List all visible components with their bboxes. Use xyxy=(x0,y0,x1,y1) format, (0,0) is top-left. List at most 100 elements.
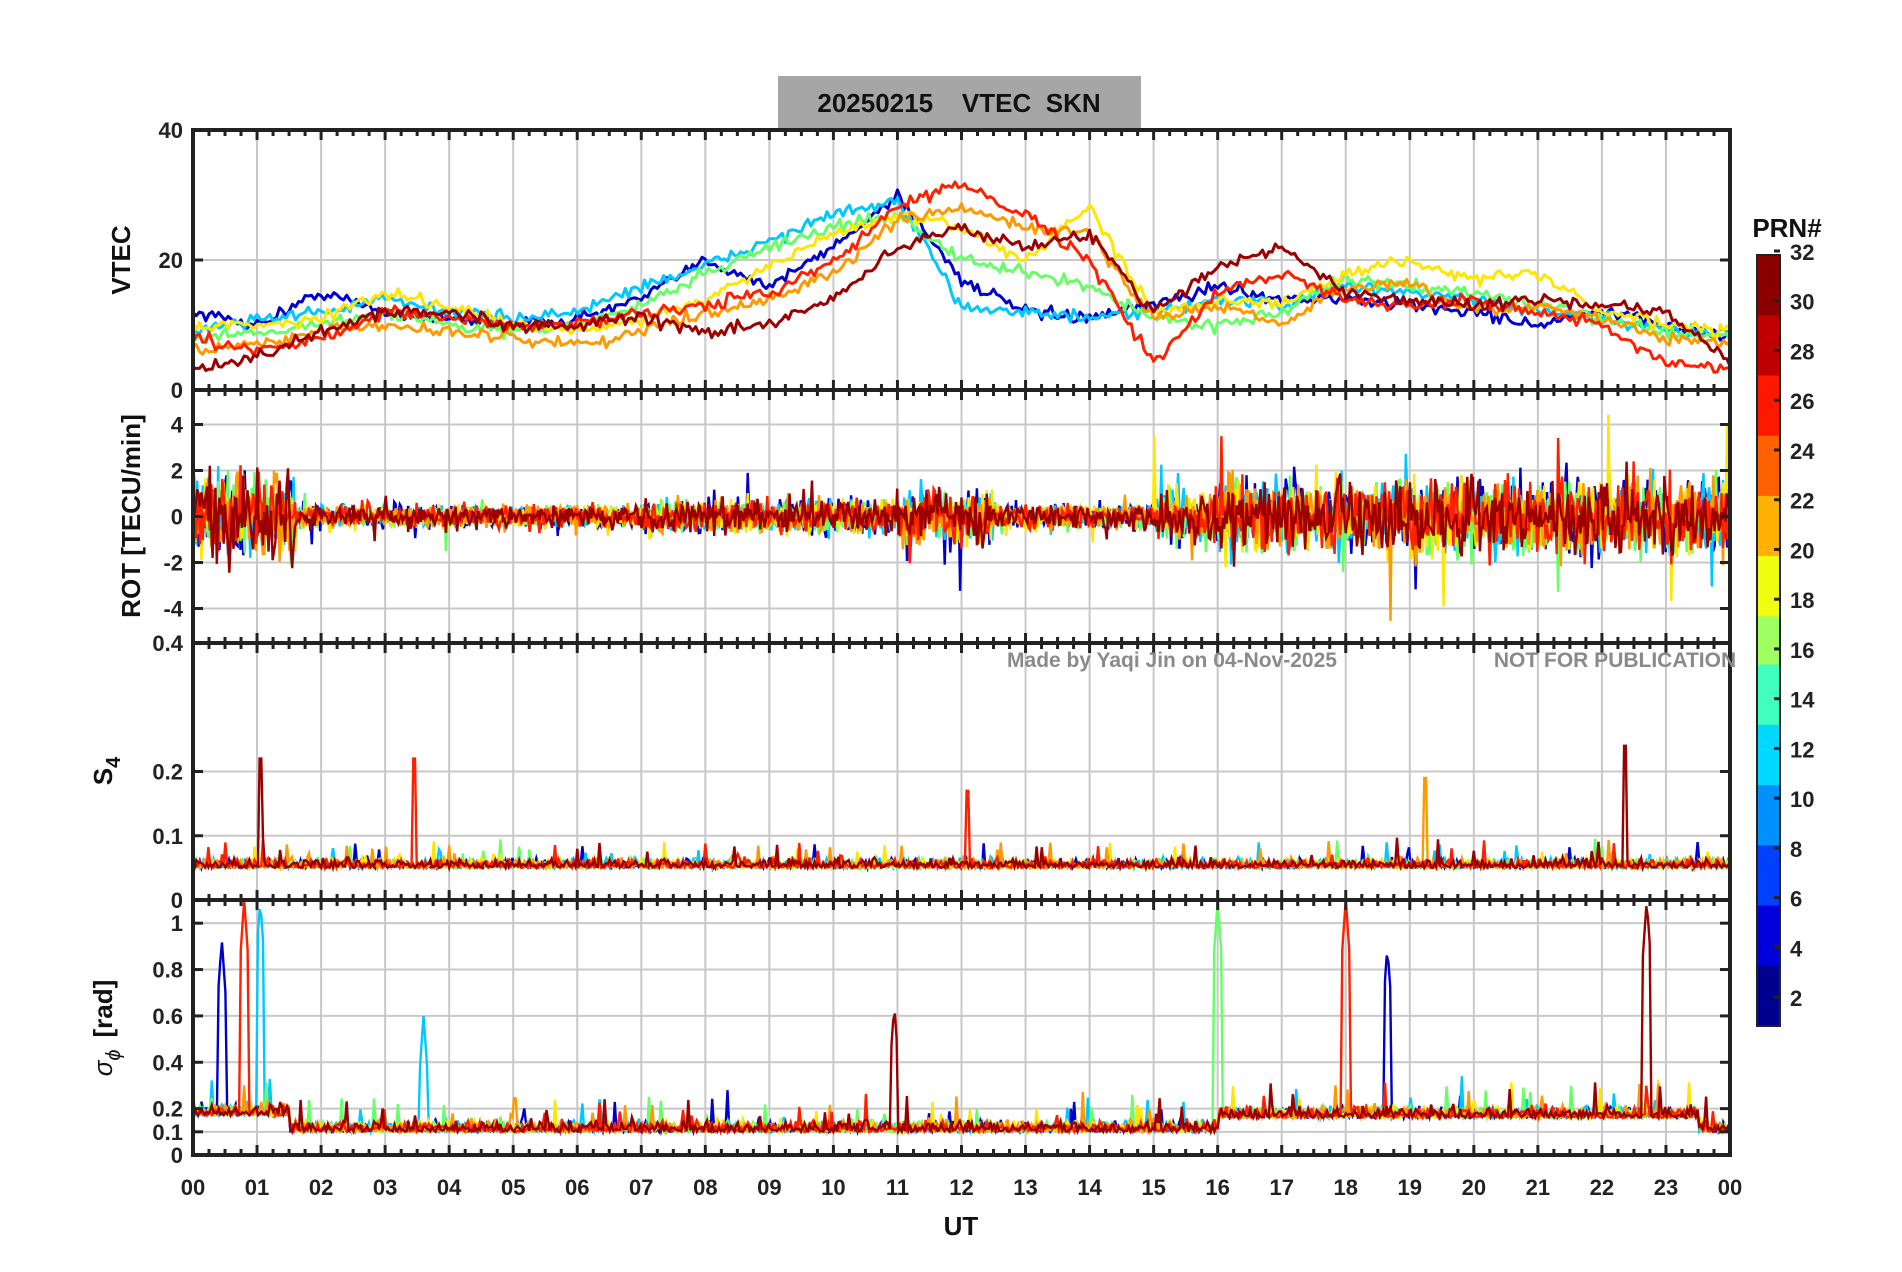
colorbar-segment xyxy=(1757,351,1780,365)
colorbar-segment xyxy=(1757,664,1780,678)
colorbar-segment xyxy=(1757,809,1780,822)
colorbar-segment xyxy=(1757,604,1780,618)
rot-y-tick-label: -2 xyxy=(163,551,183,576)
colorbar-label: PRN# xyxy=(1752,213,1822,243)
colorbar-segment xyxy=(1757,592,1780,605)
vtec-y-axis-label: VTEC xyxy=(106,225,136,295)
x-tick-label: 23 xyxy=(1654,1175,1678,1200)
colorbar-segment xyxy=(1757,712,1780,726)
x-tick-label: 09 xyxy=(757,1175,781,1200)
colorbar-segment xyxy=(1757,640,1780,654)
sigma_phi-y-axis-label: σϕ[rad] xyxy=(88,980,125,1077)
colorbar-segment xyxy=(1757,1013,1780,1027)
colorbar-segment xyxy=(1757,363,1780,377)
sigma_phi-y-tick-label: 0.8 xyxy=(152,958,183,983)
s4-y-tick-label: 0 xyxy=(171,888,183,913)
colorbar-segment xyxy=(1757,279,1780,292)
x-tick-label: 07 xyxy=(629,1175,653,1200)
colorbar-segment xyxy=(1757,399,1780,413)
colorbar-tick-label: 24 xyxy=(1790,439,1815,464)
watermark-made-by: Made by Yaqi Jin on 04-Nov-2025 xyxy=(1007,649,1337,672)
colorbar-segment xyxy=(1757,435,1780,449)
colorbar-segment xyxy=(1757,339,1780,352)
colorbar-tick-label: 18 xyxy=(1790,588,1814,613)
colorbar-segment xyxy=(1757,977,1780,991)
axis-labels: 40200420-2-40.40.20.1010.80.60.40.20.100… xyxy=(88,118,1742,1200)
colorbar-segment xyxy=(1757,989,1780,1003)
colorbar-segment xyxy=(1757,520,1780,533)
colorbar-tick-label: 14 xyxy=(1790,688,1815,713)
s4-series-group xyxy=(193,744,1730,873)
colorbar-segment xyxy=(1757,495,1780,509)
sigma_phi-y-tick-label: 0.4 xyxy=(152,1050,183,1075)
x-tick-label: 04 xyxy=(437,1175,462,1200)
rot-line-darkred xyxy=(193,461,1730,573)
rot-y-axis-label: ROT [TECU/min] xyxy=(116,414,146,618)
colorbar-tick-label: 4 xyxy=(1790,936,1803,961)
colorbar-segment xyxy=(1757,857,1780,870)
x-tick-label: 13 xyxy=(1013,1175,1037,1200)
colorbar: 32 30 28 26 24 22 20 18 16 14 12 10 8 6 4 2 xyxy=(1756,240,1815,1027)
colorbar-segment xyxy=(1757,544,1780,557)
x-tick-label: 17 xyxy=(1269,1175,1293,1200)
x-tick-label: 15 xyxy=(1141,1175,1165,1200)
colorbar-segment xyxy=(1757,833,1780,846)
colorbar-segment xyxy=(1757,965,1780,979)
colorbar-tick-label: 28 xyxy=(1790,339,1814,364)
colorbar-frame xyxy=(1756,254,1781,1027)
vtec-series-group xyxy=(193,180,1730,374)
x-tick-label: 02 xyxy=(309,1175,333,1200)
colorbar-segment xyxy=(1757,724,1780,738)
colorbar-segment xyxy=(1757,893,1780,907)
sigma_phi-y-tick-label: 0 xyxy=(171,1143,183,1168)
colorbar-tick-label: 30 xyxy=(1790,290,1814,315)
colorbar-segment xyxy=(1757,459,1780,473)
colorbar-segment xyxy=(1757,953,1780,967)
colorbar-segment xyxy=(1757,652,1780,666)
vtec-y-tick-label: 40 xyxy=(159,118,183,143)
x-tick-label: 14 xyxy=(1077,1175,1102,1200)
colorbar-segment xyxy=(1757,917,1780,931)
s4-y-tick-label: 0.4 xyxy=(152,631,183,656)
x-tick-label: 00 xyxy=(181,1175,205,1200)
colorbar-segment xyxy=(1757,556,1780,569)
x-tick-label: 08 xyxy=(693,1175,717,1200)
x-tick-label: 10 xyxy=(821,1175,845,1200)
colorbar-segment xyxy=(1757,748,1780,762)
colorbar-segment xyxy=(1757,929,1780,943)
s4-y-tick-label: 0.2 xyxy=(152,760,183,785)
x-tick-label: 16 xyxy=(1205,1175,1229,1200)
x-tick-label: 11 xyxy=(886,1175,909,1200)
colorbar-segment xyxy=(1757,941,1780,955)
colorbar-segment xyxy=(1757,905,1780,919)
vtec-line-red xyxy=(193,180,1730,374)
colorbar-segment xyxy=(1757,628,1780,642)
colorbar-segment xyxy=(1757,315,1780,328)
x-axis-label: UT xyxy=(944,1211,979,1241)
series-layer xyxy=(193,180,1730,1137)
x-tick-label: 22 xyxy=(1590,1175,1614,1200)
s4-y-tick-label: 0.1 xyxy=(152,824,183,849)
colorbar-tick-label: 2 xyxy=(1790,986,1802,1011)
colorbar-segment xyxy=(1757,676,1780,690)
rot-y-axis-label-text: ROT [TECU/min] xyxy=(116,414,146,618)
x-tick-label: 21 xyxy=(1526,1175,1550,1200)
colorbar-segment xyxy=(1757,869,1780,883)
colorbar-tick-label: 12 xyxy=(1790,737,1814,762)
s4-y-axis-label: S4 xyxy=(88,756,125,785)
vtec-y-tick-label: 0 xyxy=(171,378,183,403)
x-tick-label: 19 xyxy=(1398,1175,1422,1200)
sigma_phi-y-tick-label: 1 xyxy=(171,911,183,936)
rot-y-tick-label: 4 xyxy=(171,413,184,438)
s4-line-darkred xyxy=(193,744,1730,873)
sigma-phi-series-group xyxy=(193,900,1730,1137)
watermark-not-for-publication: NOT FOR PUBLICATION xyxy=(1494,649,1736,672)
s4-y-axis-label-text: S4 xyxy=(88,756,125,785)
colorbar-tick-label: 6 xyxy=(1790,887,1802,912)
colorbar-tick-label: 32 xyxy=(1790,240,1814,265)
colorbar-tick-label: 22 xyxy=(1790,489,1814,514)
x-tick-label: 18 xyxy=(1334,1175,1358,1200)
rot-y-tick-label: 0 xyxy=(171,505,183,530)
frames xyxy=(191,128,1732,1157)
